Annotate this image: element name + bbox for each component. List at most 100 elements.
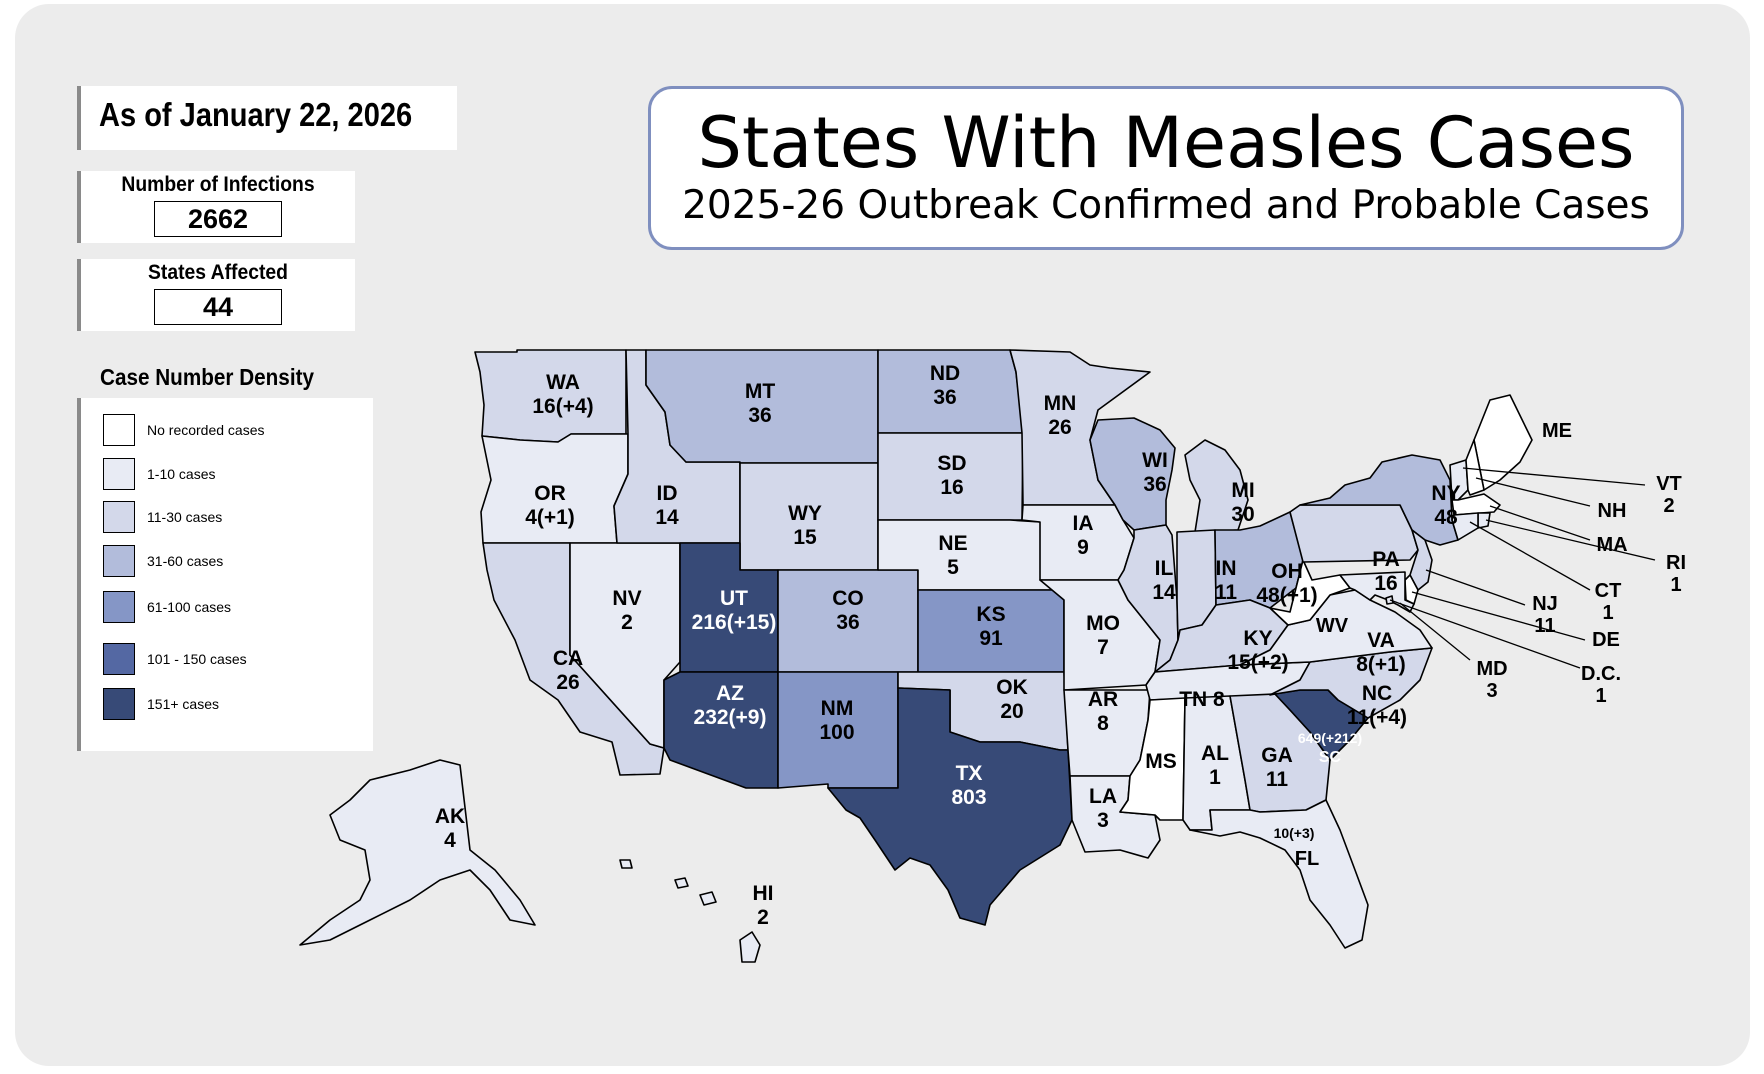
state-wv[interactable] xyxy=(1269,559,1351,626)
state-cases-md: 3 xyxy=(1486,680,1497,702)
state-abbr-oh: OH xyxy=(1271,560,1303,583)
state-cases-ks: 91 xyxy=(979,627,1003,650)
state-cases-mi: 30 xyxy=(1231,503,1254,526)
state-cases-ak: 4 xyxy=(444,829,456,852)
state-cases-mt: 36 xyxy=(748,404,771,427)
state-nj[interactable] xyxy=(1409,529,1433,591)
state-abbr-fl: FL xyxy=(1295,848,1319,870)
state-abbr-nv: NV xyxy=(612,587,641,610)
state-abbr-co: CO xyxy=(832,587,864,610)
states-affected-value: 44 xyxy=(154,289,282,325)
state-cases-va: 8(+1) xyxy=(1356,653,1406,676)
state-cases-la: 3 xyxy=(1097,809,1109,832)
legend-label: 61-100 cases xyxy=(147,599,232,615)
state-abbr-al: AL xyxy=(1201,742,1229,765)
state-abbr-ca: CA xyxy=(553,647,583,670)
state-hi[interactable] xyxy=(619,859,761,963)
state-abbr-sc: SC xyxy=(1319,749,1342,766)
state-abbr-sd: SD xyxy=(937,452,966,475)
state-abbr-mt: MT xyxy=(745,380,775,403)
state-abbr-de: DE xyxy=(1592,629,1620,651)
state-abbr-or: OR xyxy=(534,482,566,505)
state-cases-tx: 803 xyxy=(951,786,986,809)
state-abbr-ne: NE xyxy=(938,532,967,555)
legend-title: Case Number Density xyxy=(100,364,314,390)
leader-line-vt xyxy=(1462,467,1646,486)
state-ct[interactable] xyxy=(1451,512,1479,541)
state-abbr-nc: NC xyxy=(1362,682,1392,705)
state-vt[interactable] xyxy=(1449,459,1469,501)
state-abbr-la: LA xyxy=(1089,785,1117,808)
legend-label: 101 - 150 cases xyxy=(147,651,247,667)
state-abbr-nm: NM xyxy=(821,697,854,720)
state-abbr-me: ME xyxy=(1542,420,1572,442)
state-abbr-ok: OK xyxy=(996,676,1028,699)
leader-line-nj xyxy=(1425,569,1526,606)
infections-box: Number of Infections 2662 xyxy=(77,171,355,243)
leader-line-ma xyxy=(1489,505,1591,541)
state-cases-nj: 11 xyxy=(1534,615,1555,637)
state-abbr-ri: RI xyxy=(1666,552,1686,574)
state-me[interactable] xyxy=(1473,394,1533,491)
state-dc[interactable] xyxy=(1385,595,1394,605)
legend-label: 31-60 cases xyxy=(147,553,224,569)
state-cases-or: 4(+1) xyxy=(525,506,575,529)
state-abbr-in: IN xyxy=(1216,557,1237,580)
state-abbr-mi: MI xyxy=(1231,479,1254,502)
legend-label: No recorded cases xyxy=(147,422,265,438)
legend-swatch xyxy=(103,643,135,675)
infections-label: Number of Infections xyxy=(121,173,315,196)
state-abbr-ma: MA xyxy=(1596,534,1627,556)
legend-label: 151+ cases xyxy=(147,696,219,712)
state-abbr-pa: PA xyxy=(1372,548,1400,571)
as-of-date: As of January 22, 2026 xyxy=(99,96,413,133)
state-abbr-va: VA xyxy=(1367,629,1395,652)
state-abbr-id: ID xyxy=(657,482,678,505)
state-cases-al: 1 xyxy=(1209,766,1221,789)
state-abbr-ny: NY xyxy=(1431,482,1460,505)
state-abbr-ak: AK xyxy=(435,805,465,828)
state-cases-mo: 7 xyxy=(1097,636,1109,659)
state-abbr-ar: AR xyxy=(1088,688,1118,711)
state-abbr-dc: D.C. xyxy=(1581,663,1621,685)
state-abbr-ut: UT xyxy=(720,587,748,610)
state-nh[interactable] xyxy=(1465,439,1485,496)
state-abbr-az: AZ xyxy=(716,682,744,705)
state-cases-vt: 2 xyxy=(1663,495,1674,517)
state-abbr-mo: MO xyxy=(1086,612,1120,635)
title-box: States With Measles Cases 2025-26 Outbre… xyxy=(648,86,1684,250)
state-cases-ok: 20 xyxy=(1000,700,1023,723)
state-cases-ny: 48 xyxy=(1434,506,1458,529)
legend-swatch xyxy=(103,591,135,623)
state-cases-wa: 16(+4) xyxy=(532,395,593,418)
state-abbr-ms: MS xyxy=(1145,750,1177,773)
states-affected-box: States Affected 44 xyxy=(77,259,355,331)
state-cases-nv: 2 xyxy=(621,611,633,634)
legend-swatch xyxy=(103,501,135,533)
state-cases-sc: 649(+212) xyxy=(1298,730,1362,746)
state-cases-ia: 9 xyxy=(1077,536,1089,559)
state-label-tn: TN 8 xyxy=(1179,688,1225,711)
state-ak[interactable] xyxy=(299,759,536,946)
state-cases-ne: 5 xyxy=(947,556,959,579)
leader-line-nh xyxy=(1475,477,1591,507)
state-abbr-wy: WY xyxy=(788,502,822,525)
state-cases-pa: 16 xyxy=(1374,572,1397,595)
state-tx[interactable] xyxy=(827,687,1073,926)
state-cases-ut: 216(+15) xyxy=(692,611,777,634)
state-cases-ky: 15(+2) xyxy=(1227,651,1288,674)
state-abbr-nj: NJ xyxy=(1532,593,1558,615)
legend-label: 1-10 cases xyxy=(147,466,216,482)
state-fl[interactable] xyxy=(1189,799,1369,949)
state-cases-oh: 48(+1) xyxy=(1256,584,1317,607)
state-cases-nd: 36 xyxy=(933,386,956,409)
leader-line-ct xyxy=(1469,521,1591,591)
state-abbr-mn: MN xyxy=(1044,392,1077,415)
state-mi[interactable] xyxy=(1184,439,1249,533)
state-cases-mn: 26 xyxy=(1048,416,1071,439)
legend: No recorded cases 1-10 cases 11-30 cases 31… xyxy=(77,398,373,751)
states-affected-label: States Affected xyxy=(148,261,288,284)
state-cases-sd: 16 xyxy=(940,476,963,499)
state-cases-dc: 1 xyxy=(1595,685,1606,707)
